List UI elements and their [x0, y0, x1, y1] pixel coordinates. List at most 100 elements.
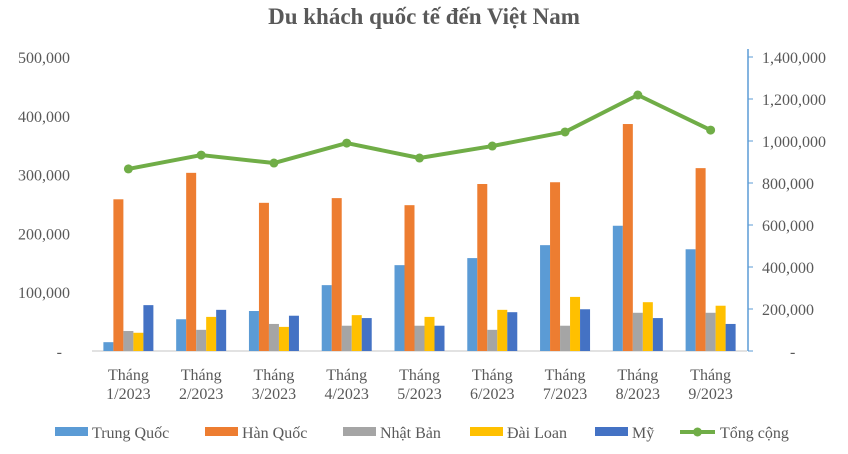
bar-4-8 [725, 323, 736, 351]
bar-4-7 [652, 318, 663, 351]
bar-3-2 [278, 326, 289, 351]
bar-4-1 [216, 309, 227, 351]
bar-1-4 [404, 205, 415, 351]
legend-swatch [595, 427, 628, 436]
right-tick-label: 1,400,000 [762, 50, 826, 67]
category-label: Tháng [399, 367, 440, 384]
left-tick-label: - [57, 344, 62, 361]
category-label: 2/2023 [179, 386, 223, 403]
bar-4-3 [361, 318, 372, 351]
bar-4-0 [143, 305, 154, 351]
total-point-1 [196, 150, 206, 160]
bar-1-8 [695, 168, 706, 351]
category-label: Tháng [108, 367, 149, 384]
legend-label: Trung Quốc [92, 425, 169, 442]
bar-2-0 [123, 331, 134, 351]
bar-0-8 [685, 249, 696, 351]
right-tick-label: 600,000 [762, 218, 814, 235]
legend-label: Đài Loan [507, 425, 567, 442]
category-label: 4/2023 [324, 386, 368, 403]
bar-0-4 [394, 265, 405, 351]
total-point-2 [269, 158, 279, 168]
bar-0-3 [321, 285, 332, 351]
chart-title: Du khách quốc tế đến Việt Nam [268, 4, 580, 29]
bar-3-1 [206, 316, 217, 351]
right-tick-label: 200,000 [762, 302, 814, 319]
bar-3-6 [570, 296, 581, 351]
bar-1-0 [113, 199, 124, 351]
bar-2-7 [632, 312, 643, 351]
left-tick-label: 100,000 [18, 285, 70, 302]
bar-0-6 [540, 245, 551, 351]
right-tick-label: 800,000 [762, 176, 814, 193]
bar-1-3 [331, 198, 342, 351]
bar-2-3 [341, 325, 352, 351]
right-tick-label: 400,000 [762, 260, 814, 277]
bar-4-6 [580, 309, 591, 351]
bar-0-1 [176, 319, 187, 351]
bar-0-0 [103, 342, 114, 351]
total-line [123, 90, 716, 174]
category-label: 3/2023 [252, 386, 296, 403]
bars [103, 124, 736, 351]
bar-0-2 [248, 311, 259, 351]
left-tick-label: 400,000 [18, 109, 70, 126]
legend-swatch [343, 427, 376, 436]
category-label: Tháng [181, 367, 222, 384]
category-label: 8/2023 [616, 386, 660, 403]
category-label: 1/2023 [106, 386, 150, 403]
bar-4-4 [434, 325, 445, 351]
bar-1-7 [622, 124, 633, 351]
category-label: Tháng [690, 367, 731, 384]
category-label: Tháng [472, 367, 513, 384]
bar-2-1 [196, 329, 207, 351]
left-tick-label: 500,000 [18, 50, 70, 67]
total-point-5 [487, 141, 497, 151]
category-label: 9/2023 [688, 386, 732, 403]
bar-3-8 [715, 305, 726, 351]
bar-2-6 [560, 325, 571, 351]
legend-label: Hàn Quốc [242, 425, 307, 442]
bar-0-7 [612, 225, 623, 351]
category-label: Tháng [545, 367, 586, 384]
right-tick-label: 1,200,000 [762, 92, 826, 109]
bar-1-5 [477, 184, 488, 351]
bar-1-2 [258, 202, 269, 351]
legend-marker [693, 427, 702, 437]
category-label: 7/2023 [543, 386, 587, 403]
bar-2-5 [487, 329, 498, 351]
bar-2-4 [414, 325, 425, 351]
category-label: 6/2023 [470, 386, 514, 403]
total-point-3 [342, 138, 352, 148]
bar-3-4 [424, 316, 435, 351]
bar-2-2 [268, 323, 279, 351]
legend-swatch [205, 427, 238, 436]
bar-4-5 [507, 312, 518, 351]
left-tick-label: 300,000 [18, 168, 70, 185]
bar-0-5 [467, 258, 478, 351]
legend-label: Tổng cộng [720, 425, 789, 442]
total-point-6 [560, 127, 570, 137]
bar-3-3 [351, 315, 362, 351]
right-tick-label: - [790, 344, 795, 361]
category-label: Tháng [617, 367, 658, 384]
left-tick-label: 200,000 [18, 226, 70, 243]
bar-2-8 [705, 312, 716, 351]
total-point-0 [123, 164, 133, 174]
bar-3-0 [133, 332, 144, 351]
legend-label: Mỹ [632, 425, 654, 442]
category-label: Tháng [326, 367, 367, 384]
bar-1-6 [550, 182, 561, 351]
legend: Trung Quốc Hàn Quốc Nhật Bản Đài Loan Mỹ Tổng… [55, 425, 789, 442]
bar-3-5 [497, 309, 508, 351]
bar-1-1 [186, 172, 197, 351]
bar-4-2 [288, 315, 299, 351]
total-point-7 [633, 90, 643, 100]
total-point-8 [706, 125, 716, 135]
legend-swatch [55, 427, 88, 436]
legend-label: Nhật Bản [380, 425, 441, 442]
total-point-4 [415, 153, 424, 163]
legend-swatch [470, 427, 503, 436]
category-label: 5/2023 [397, 386, 441, 403]
